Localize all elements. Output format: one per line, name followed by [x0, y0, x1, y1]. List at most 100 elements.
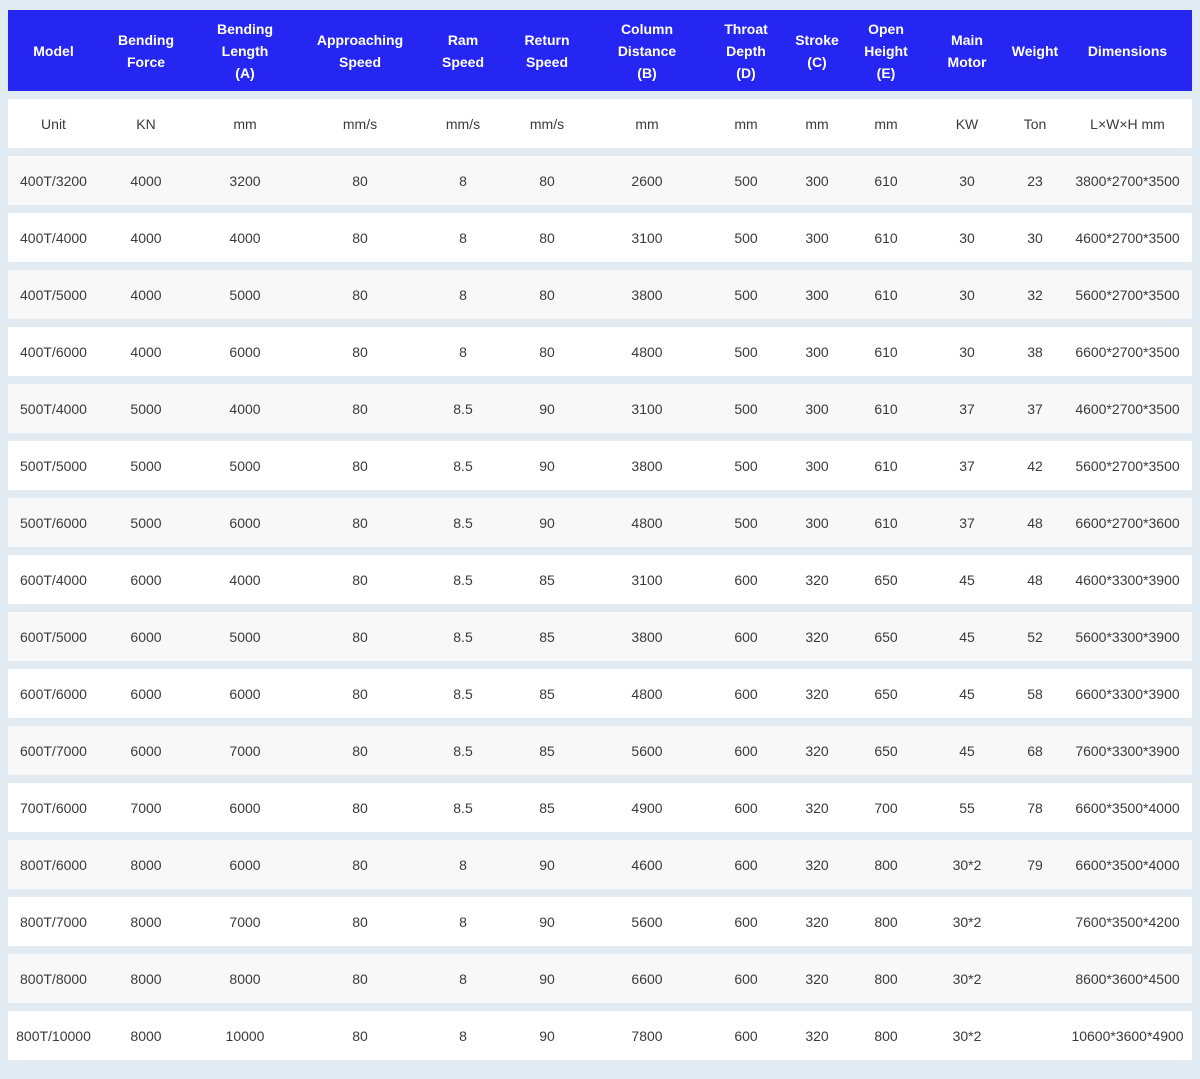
table-cell: 6600*3500*4000	[1063, 840, 1192, 889]
header-text: Model	[33, 42, 74, 59]
table-cell: 90	[503, 840, 591, 889]
table-cell: 80	[297, 897, 423, 946]
table-row: 400T/6000 4000 6000 80 8 80 4800 500 300 610 30 38 6…	[8, 327, 1192, 376]
table-cell: mm	[703, 99, 789, 148]
table-cell: 85	[503, 669, 591, 718]
table-cell: 90	[503, 954, 591, 1003]
table-cell: 320	[789, 840, 845, 889]
table-cell: mm/s	[297, 99, 423, 148]
table-cell: 600	[703, 726, 789, 775]
table-cell: 650	[845, 726, 927, 775]
table-cell: 300	[789, 327, 845, 376]
table-cell: 500	[703, 498, 789, 547]
table-cell: 4000	[99, 270, 193, 319]
table-cell: 5600*3300*3900	[1063, 612, 1192, 661]
table-cell: 600	[703, 783, 789, 832]
table-cell: 8.5	[423, 612, 503, 661]
table-cell: 600	[703, 669, 789, 718]
table-cell: 500	[703, 156, 789, 205]
table-cell: 7600*3300*3900	[1063, 726, 1192, 775]
table-cell: 500T/4000	[8, 384, 99, 433]
table-cell: 600T/6000	[8, 669, 99, 718]
table-cell: 800	[845, 954, 927, 1003]
column-header: Model	[8, 10, 99, 91]
table-cell: 4800	[591, 498, 703, 547]
table-cell: 320	[789, 669, 845, 718]
table-cell: 30*2	[927, 840, 1007, 889]
table-cell: 800T/6000	[8, 840, 99, 889]
table-cell: 55	[927, 783, 1007, 832]
table-row: 400T/4000 4000 4000 80 8 80 3100 500 300 610 30 30 4…	[8, 213, 1192, 262]
table-cell: 10600*3600*4900	[1063, 1011, 1192, 1060]
table-row: 800T/7000 8000 7000 80 8 90 5600 600 320 800 30*2 7…	[8, 897, 1192, 946]
unit-row: Unit KN mm mm/s mm/s mm/s mm mm mm mm KW Ton L×W×H m…	[8, 99, 1192, 148]
table-cell: 320	[789, 954, 845, 1003]
table-cell: 800	[845, 897, 927, 946]
table-cell: 80	[297, 669, 423, 718]
table-cell: 5000	[99, 384, 193, 433]
table-cell: 8	[423, 213, 503, 262]
table-cell: 80	[503, 327, 591, 376]
table-cell: 48	[1007, 498, 1063, 547]
table-cell: 3100	[591, 555, 703, 604]
table-cell: 30*2	[927, 897, 1007, 946]
table-cell: 320	[789, 555, 845, 604]
table-cell: 2600	[591, 156, 703, 205]
table-cell: 7000	[193, 897, 297, 946]
table-cell: 500	[703, 213, 789, 262]
table-row: 600T/4000 6000 4000 80 8.5 85 3100 600 320 650 45 4…	[8, 555, 1192, 604]
table-cell: 80	[297, 441, 423, 490]
table-cell: 500T/5000	[8, 441, 99, 490]
header-text: Speed	[338, 53, 381, 70]
table-cell: 8.5	[423, 783, 503, 832]
table-cell: 6000	[193, 840, 297, 889]
table-cell: 4000	[99, 327, 193, 376]
table-cell: 8.5	[423, 555, 503, 604]
table-cell: 80	[297, 156, 423, 205]
table-cell: mm	[193, 99, 297, 148]
header-text: Bending	[118, 31, 174, 48]
header-text: (B)	[637, 64, 657, 81]
header-text: Stroke	[795, 31, 839, 48]
table-cell: 5000	[99, 498, 193, 547]
table-cell: 4000	[99, 213, 193, 262]
table-cell: 4600*3300*3900	[1063, 555, 1192, 604]
table-cell: mm/s	[503, 99, 591, 148]
table-cell: 6000	[99, 612, 193, 661]
table-cell: 5600*2700*3500	[1063, 441, 1192, 490]
table-cell: 37	[927, 384, 1007, 433]
table-cell: 58	[1007, 669, 1063, 718]
table-cell: 6600*3300*3900	[1063, 669, 1192, 718]
table-cell: 30	[927, 156, 1007, 205]
table-cell: 800T/8000	[8, 954, 99, 1003]
table-cell: 6000	[193, 783, 297, 832]
table-cell: 800T/10000	[8, 1011, 99, 1060]
table-cell: 4000	[193, 555, 297, 604]
table-cell: 8.5	[423, 384, 503, 433]
table-cell: 37	[1007, 384, 1063, 433]
table-row: 600T/6000 6000 6000 80 8.5 85 4800 600 320 650 45 5…	[8, 669, 1192, 718]
table-cell: mm	[845, 99, 927, 148]
table-cell: 6000	[193, 498, 297, 547]
header-text: Distance	[617, 42, 677, 59]
table-cell: 320	[789, 783, 845, 832]
header-text: Bending	[217, 20, 273, 37]
table-cell: 8000	[99, 840, 193, 889]
table-row: 500T/6000 5000 6000 80 8.5 90 4800 500 300 610 37 4…	[8, 498, 1192, 547]
table-cell: 8	[423, 840, 503, 889]
table-cell: 600	[703, 897, 789, 946]
table-cell: 8.5	[423, 669, 503, 718]
table-cell: 400T/4000	[8, 213, 99, 262]
header-text: Motor	[947, 53, 987, 70]
table-cell: 90	[503, 897, 591, 946]
table-cell: 80	[503, 213, 591, 262]
table-cell: 23	[1007, 156, 1063, 205]
table-cell: 300	[789, 384, 845, 433]
table-cell: 85	[503, 726, 591, 775]
table-cell: 650	[845, 555, 927, 604]
table-cell: 300	[789, 213, 845, 262]
table-cell: 500	[703, 441, 789, 490]
table-cell: 800	[845, 1011, 927, 1060]
table-cell: 600	[703, 555, 789, 604]
table-cell: 600	[703, 1011, 789, 1060]
